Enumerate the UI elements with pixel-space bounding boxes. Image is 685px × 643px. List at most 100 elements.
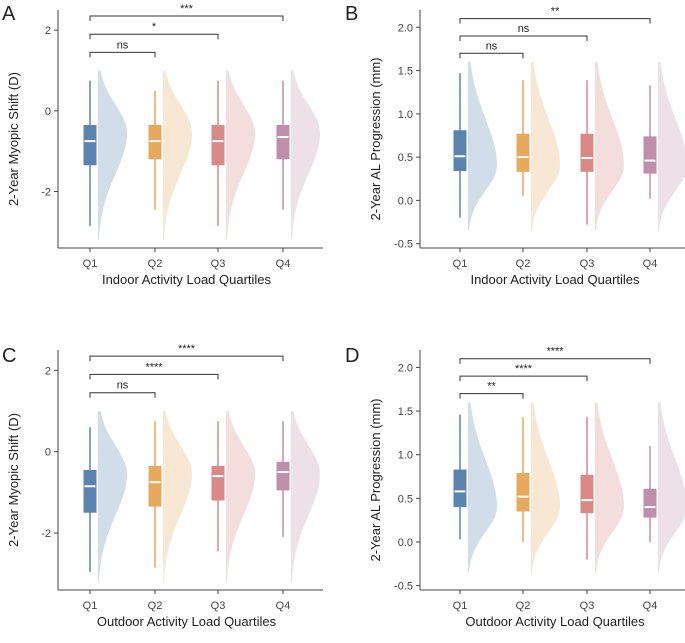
y-tick-label: 1.0	[398, 109, 413, 121]
significance-bracket	[89, 392, 156, 398]
significance-bracket	[89, 51, 156, 58]
box-body	[211, 465, 225, 501]
density-cloud	[531, 402, 560, 573]
y-tick-label: 1.0	[398, 450, 413, 462]
box-body	[148, 465, 162, 507]
significance-bracket	[89, 33, 219, 40]
x-axis-title: Outdoor Activity Load Quartiles	[465, 614, 645, 629]
density-cloud	[291, 411, 320, 582]
significance-label: ns	[518, 23, 530, 35]
y-tick-label: 1.5	[398, 406, 413, 418]
y-tick-label: 0	[45, 106, 51, 118]
significance-bracket	[459, 375, 588, 382]
significance-bracket	[89, 355, 284, 362]
box-body	[516, 473, 530, 512]
y-tick-label: 0.0	[398, 537, 413, 549]
y-tick-label: 2	[45, 365, 51, 377]
significance-label: ns	[117, 39, 129, 51]
y-tick-label: 0.0	[398, 195, 413, 207]
density-cloud	[98, 411, 127, 582]
box-body	[83, 124, 97, 166]
density-cloud	[595, 402, 624, 573]
density-cloud	[98, 70, 127, 240]
box-body	[83, 470, 97, 513]
significance-bracket	[459, 35, 588, 41]
x-tick-label: Q1	[83, 600, 98, 612]
box-body	[211, 124, 225, 166]
box-body	[453, 130, 467, 171]
x-tick-label: Q4	[643, 600, 658, 612]
box-body	[276, 461, 290, 491]
x-tick-label: Q3	[211, 258, 226, 270]
significance-bracket	[459, 393, 524, 399]
density-cloud	[226, 70, 255, 240]
significance-label: ****	[515, 363, 533, 375]
significance-bracket	[459, 52, 524, 59]
significance-label: ***	[180, 3, 194, 15]
significance-label: *	[152, 21, 157, 33]
x-tick-label: Q4	[276, 600, 291, 612]
y-tick-label: 0	[45, 447, 51, 459]
density-cloud	[531, 61, 560, 231]
x-tick-label: Q1	[453, 600, 468, 612]
y-tick-label: 0.5	[398, 493, 413, 505]
significance-label: ns	[117, 380, 129, 392]
y-tick-label: -0.5	[394, 581, 413, 593]
panel-b: B -0.5 0.0 0.5 1.0 1.5 2.0 2-Year AL Progressio…	[345, 3, 685, 287]
density-cloud	[468, 61, 497, 231]
y-axis-title: 2-Year AL Progression (mm)	[368, 398, 383, 561]
x-tick-label: Q4	[643, 258, 658, 270]
x-tick-label: Q2	[516, 258, 531, 270]
panel-label: A	[2, 3, 16, 25]
x-tick-label: Q2	[148, 600, 163, 612]
y-tick-label: -2	[41, 187, 51, 199]
box-body	[580, 474, 594, 514]
panel-label: B	[345, 3, 358, 25]
x-tick-label: Q3	[580, 258, 595, 270]
y-tick-label: 1.5	[398, 66, 413, 78]
significance-label: ****	[145, 361, 163, 373]
density-cloud	[658, 402, 685, 573]
box-body	[453, 469, 467, 508]
panel-a: A -2 0 2 2-Year Myopic Shift (D) Q1 Q2 Q3 Q4 Indo…	[2, 3, 323, 287]
box-body	[643, 136, 657, 174]
significance-label: ****	[546, 346, 564, 358]
x-tick-label: Q4	[276, 258, 291, 270]
density-cloud	[226, 411, 255, 582]
significance-bracket	[459, 358, 651, 364]
y-tick-label: 2.0	[398, 22, 413, 34]
significance-bracket	[459, 18, 651, 24]
panel-label: C	[2, 345, 16, 367]
x-tick-label: Q1	[453, 258, 468, 270]
box-body	[516, 133, 530, 172]
y-tick-label: 0.5	[398, 152, 413, 164]
x-axis-title: Outdoor Activity Load Quartiles	[97, 614, 277, 629]
density-cloud	[163, 411, 192, 582]
box-body	[148, 124, 162, 160]
significance-bracket	[89, 373, 219, 380]
significance-label: ns	[486, 40, 498, 52]
x-axis-title: Indoor Activity Load Quartiles	[470, 272, 640, 287]
significance-bracket	[89, 15, 284, 22]
y-axis-title: 2-Year AL Progression (mm)	[368, 57, 383, 220]
density-cloud	[291, 70, 320, 240]
y-tick-label: 2	[45, 25, 51, 37]
panel-d: D -0.5 0.0 0.5 1.0 1.5 2.0 2-Year AL Progressio…	[345, 345, 685, 629]
density-cloud	[163, 70, 192, 240]
y-tick-label: 2.0	[398, 362, 413, 374]
x-tick-label: Q2	[148, 258, 163, 270]
x-axis-title: Indoor Activity Load Quartiles	[102, 272, 272, 287]
x-tick-label: Q2	[516, 600, 531, 612]
panel-c: C -2 0 2 2-Year Myopic Shift (D) Q1 Q2 Q3 Q4 Outd…	[2, 343, 323, 629]
significance-label: **	[487, 381, 496, 393]
panel-label: D	[345, 345, 359, 367]
x-tick-label: Q3	[211, 600, 226, 612]
y-tick-label: -0.5	[394, 239, 413, 251]
box-body	[580, 133, 594, 172]
density-cloud	[468, 402, 497, 573]
y-axis-title: 2-Year Myopic Shift (D)	[6, 72, 21, 206]
x-tick-label: Q1	[83, 258, 98, 270]
density-cloud	[595, 61, 624, 231]
x-tick-label: Q3	[580, 600, 595, 612]
y-axis-title: 2-Year Myopic Shift (D)	[6, 413, 21, 547]
